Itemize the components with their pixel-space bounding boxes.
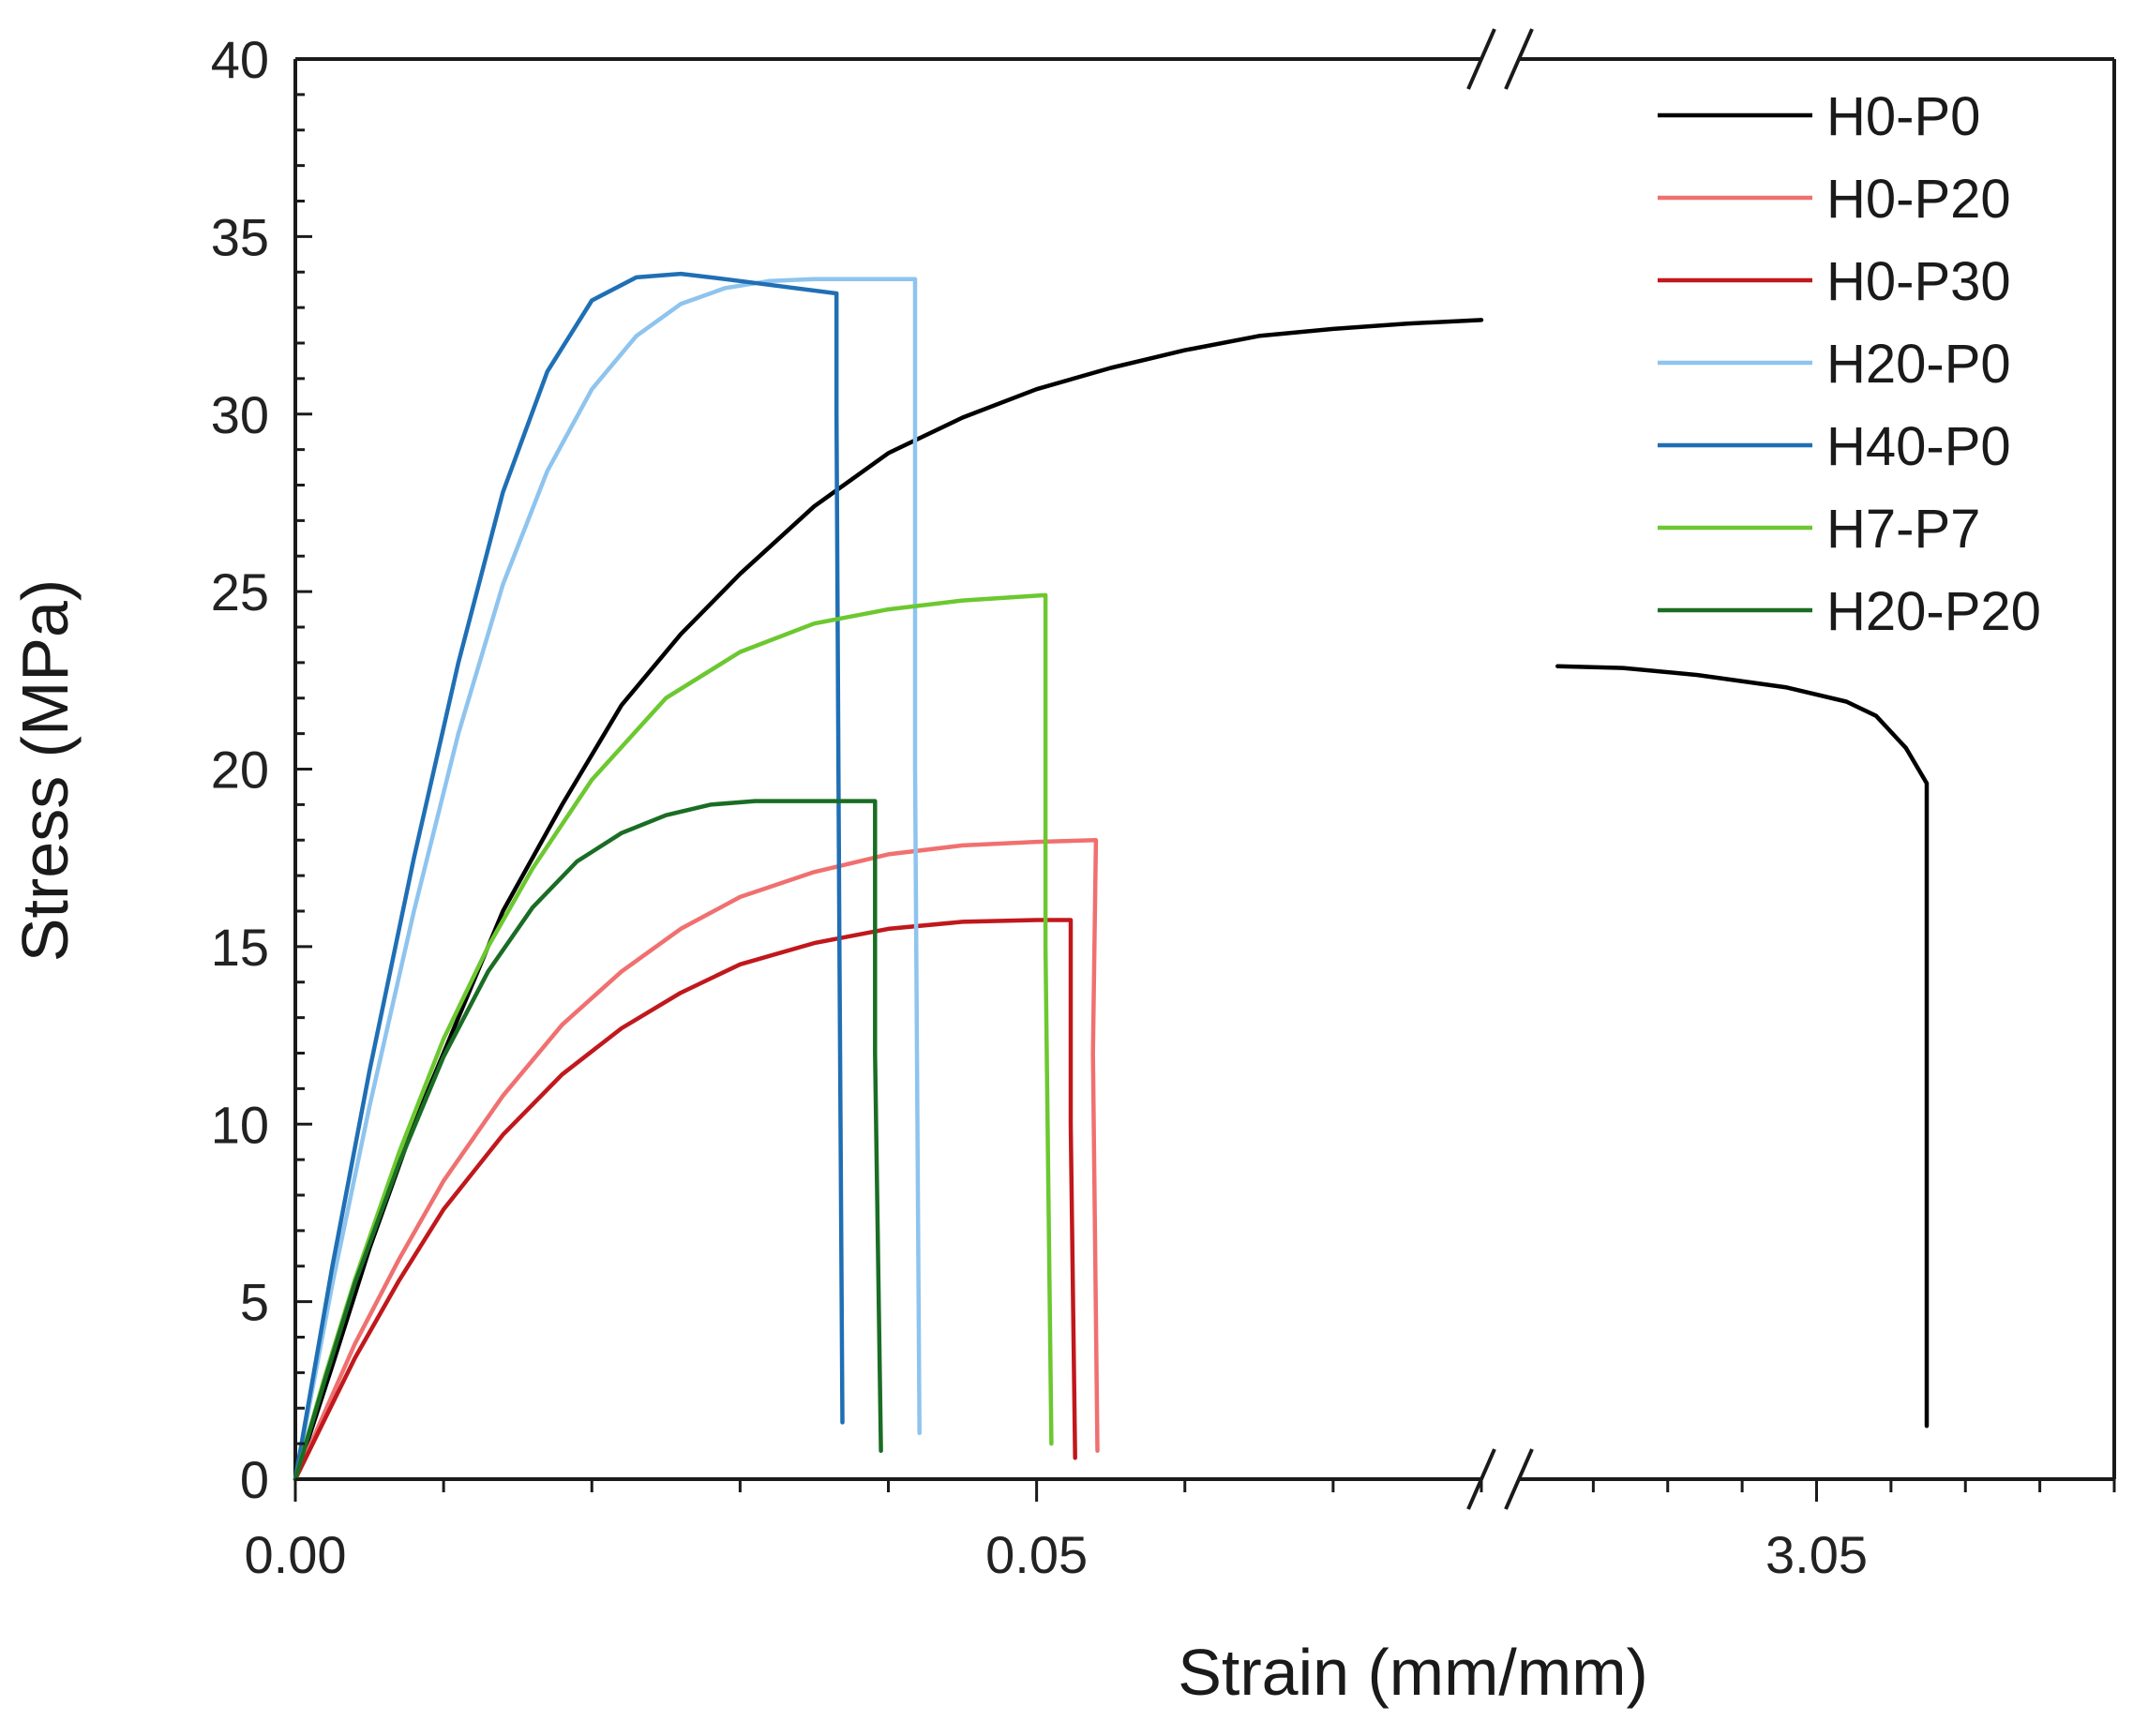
series-line-h0-p30 [293, 918, 1077, 1482]
axis-break-top-2 [1504, 28, 1534, 90]
x-tick-label: 0.05 [985, 1525, 1088, 1584]
axis-break-top-1 [1466, 28, 1496, 90]
legend-label: H0-P30 [1826, 251, 2011, 312]
y-tick-label: 15 [211, 918, 269, 977]
y-tick-label: 25 [211, 562, 269, 621]
y-tick-label: 10 [211, 1095, 269, 1154]
y-tick-label: 0 [240, 1450, 269, 1509]
legend-label: H20-P20 [1826, 581, 2041, 642]
y-tick-label: 30 [211, 385, 269, 444]
x-axis-title: Strain (mm/mm) [1178, 1636, 1648, 1709]
axes-layer: 0 5 10 15 20 25 30 35 40 0.00 0.05 3.05 [211, 30, 2116, 1584]
y-tick-label: 35 [211, 207, 269, 266]
y-tick-label: 5 [240, 1273, 269, 1332]
legend-label: H0-P0 [1826, 86, 1980, 147]
y-axis-title: Stress (MPa) [8, 579, 82, 962]
legend-label: H7-P7 [1826, 499, 1980, 560]
series-layer [293, 271, 1930, 1482]
series-line-h0-p20 [293, 838, 1100, 1482]
legend-label: H40-P0 [1826, 416, 2011, 477]
axis-break-bottom-2 [1504, 1448, 1534, 1510]
series-line-h20-p20 [293, 799, 883, 1482]
series-line-h20-p0 [293, 277, 922, 1482]
series-line-h0-p0 [293, 318, 1484, 1482]
y-tick-label: 40 [211, 30, 269, 89]
legend: H0-P0 H0-P20 H0-P30 H20-P0 H40-P0 H7-P7 H20-P2… [1658, 86, 2041, 642]
y-tick-label: 20 [211, 741, 269, 800]
series-line-h40-p0 [293, 271, 845, 1482]
legend-label: H0-P20 [1826, 169, 2011, 230]
series-line-h7-p7 [293, 592, 1054, 1482]
x-tick-label: 3.05 [1765, 1525, 1868, 1584]
series-line-h0-p0-after-break [1555, 664, 1930, 1429]
legend-label: H20-P0 [1826, 334, 2011, 395]
x-tick-label: 0.00 [245, 1525, 347, 1584]
